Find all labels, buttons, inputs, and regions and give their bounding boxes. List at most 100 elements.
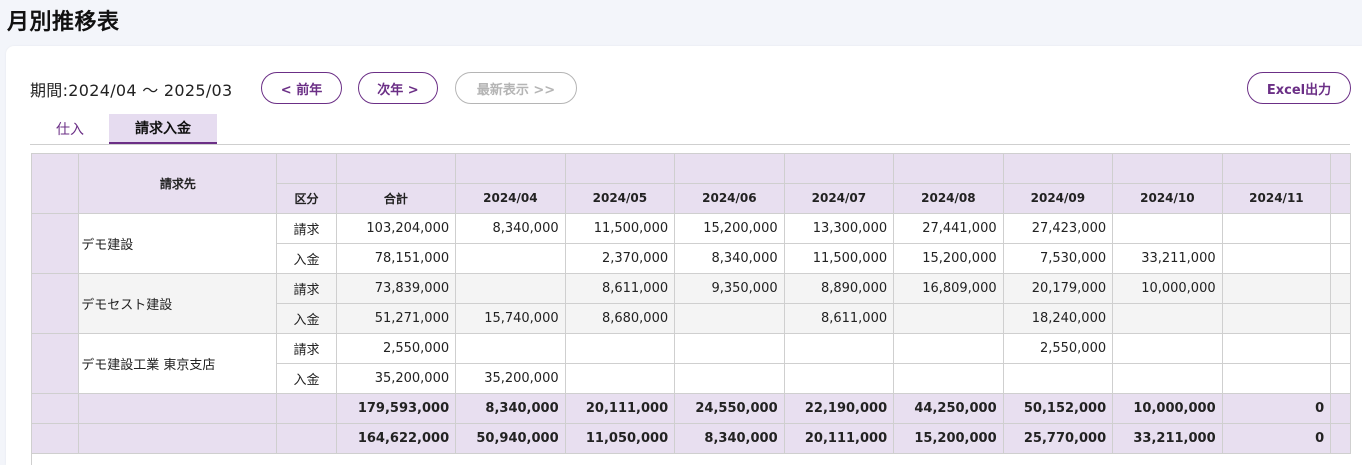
latest-display-button[interactable]: 最新表示 >> — [455, 72, 577, 104]
month-value-cell — [1112, 213, 1223, 244]
main-card: 期間:2024/04 ～ 2025/03 < 前年 次年 > 最新表示 >> E… — [6, 46, 1362, 465]
overflow-cell — [1330, 243, 1351, 274]
header-customer: 請求先 — [78, 154, 278, 214]
kubun-cell: 請求 — [276, 213, 337, 244]
month-value-cell: 15,740,000 — [455, 303, 566, 334]
totals-row: 179,593,000 8,340,000 20,111,000 24,550,000… — [32, 393, 1351, 424]
table-row: デモセスト建設 請求 73,839,000 8,611,000 9,350,000 8,8… — [32, 273, 1351, 334]
month-value-cell: 11,500,000 — [784, 243, 895, 274]
month-total-cell: 33,211,000 — [1112, 423, 1223, 454]
month-value-cell: 11,500,000 — [565, 213, 676, 244]
overflow-cell — [1330, 423, 1351, 454]
month-value-cell — [455, 333, 566, 364]
total-cell: 51,271,000 — [336, 303, 457, 334]
customer-name: デモセスト建設 — [78, 273, 278, 334]
total-cell: 78,151,000 — [336, 243, 457, 274]
month-total-cell: 8,340,000 — [455, 393, 566, 424]
month-value-cell: 2,550,000 — [1003, 333, 1114, 364]
month-total-cell: 15,200,000 — [893, 423, 1004, 454]
header-blank — [1003, 154, 1114, 184]
totals-row: 164,622,000 50,940,000 11,050,000 8,340,000… — [32, 423, 1351, 454]
tab-billing-payment[interactable]: 請求入金 — [109, 114, 217, 144]
month-value-cell — [1222, 303, 1332, 334]
kubun-cell: 請求 — [276, 333, 337, 364]
month-value-cell: 8,340,000 — [674, 243, 785, 274]
month-total-cell: 20,111,000 — [565, 393, 676, 424]
month-value-cell: 8,611,000 — [565, 273, 676, 304]
month-value-cell: 10,000,000 — [1112, 273, 1223, 304]
month-value-cell: 27,441,000 — [893, 213, 1004, 244]
month-value-cell — [893, 333, 1004, 364]
table-row: デモ建設工業 東京支店 請求 2,550,000 2,550,000 — [32, 333, 1351, 394]
header-lead-cell — [32, 154, 80, 214]
month-total-cell: 24,550,000 — [674, 393, 785, 424]
monthly-grid: 請求先 区分 合計 2024/04 2024/05 2024/06 2024/07 2024/… — [31, 153, 1351, 465]
total-cell: 2,550,000 — [336, 333, 457, 364]
month-total-cell: 20,111,000 — [784, 423, 895, 454]
month-value-cell: 27,423,000 — [1003, 213, 1114, 244]
month-value-cell: 9,350,000 — [674, 273, 785, 304]
month-value-cell — [1222, 243, 1332, 274]
header-blank — [1112, 154, 1223, 184]
month-value-cell: 8,611,000 — [784, 303, 895, 334]
table-row: 入金 78,151,000 2,370,000 8,340,000 11,500,000… — [32, 243, 1351, 274]
month-value-cell: 13,300,000 — [784, 213, 895, 244]
month-value-cell: 8,890,000 — [784, 273, 895, 304]
month-value-cell: 8,340,000 — [455, 213, 566, 244]
month-value-cell — [455, 243, 566, 274]
row-lead-cell — [32, 273, 80, 334]
month-value-cell — [674, 363, 785, 394]
totals-lead-cell — [32, 393, 80, 424]
row-lead-cell — [32, 333, 80, 394]
month-value-cell: 8,680,000 — [565, 303, 676, 334]
header-total: 合計 — [336, 183, 457, 214]
overflow-cell — [1330, 363, 1351, 394]
table-row: デモ建設 請求 103,204,000 8,340,000 11,500,000 15,2… — [32, 213, 1351, 274]
header-blank — [893, 154, 1004, 184]
header-row: 区分 合計 2024/04 2024/05 2024/06 2024/07 2024/08 2… — [32, 183, 1351, 214]
header-month: 2024/09 — [1003, 183, 1114, 214]
month-value-cell — [565, 333, 676, 364]
customer-name: デモ建設工業 東京支店 — [78, 333, 278, 394]
month-value-cell — [674, 303, 785, 334]
totals-lead-cell — [32, 423, 80, 454]
totals-blank-cell — [78, 393, 278, 424]
month-value-cell — [1222, 273, 1332, 304]
month-value-cell — [1003, 363, 1114, 394]
month-value-cell: 35,200,000 — [455, 363, 566, 394]
header-month: 2024/05 — [565, 183, 676, 214]
month-value-cell — [455, 273, 566, 304]
prev-year-button[interactable]: < 前年 — [261, 72, 342, 104]
grand-total-cell: 164,622,000 — [336, 423, 457, 454]
total-cell: 35,200,000 — [336, 363, 457, 394]
header-month: 2024/07 — [784, 183, 895, 214]
tab-bar: 仕入 請求入金 — [30, 112, 1350, 145]
month-value-cell: 2,370,000 — [565, 243, 676, 274]
month-total-cell: 44,250,000 — [893, 393, 1004, 424]
total-cell: 103,204,000 — [336, 213, 457, 244]
grand-total-cell: 179,593,000 — [336, 393, 457, 424]
month-total-cell: 0 — [1222, 423, 1332, 454]
month-value-cell: 15,200,000 — [674, 213, 785, 244]
month-value-cell: 18,240,000 — [1003, 303, 1114, 334]
totals-blank-cell — [78, 423, 278, 454]
month-value-cell — [1112, 303, 1223, 334]
month-value-cell: 20,179,000 — [1003, 273, 1114, 304]
header-blank — [1330, 154, 1351, 184]
table-row: 入金 35,200,000 35,200,000 — [32, 363, 1351, 394]
next-year-button[interactable]: 次年 > — [358, 72, 438, 104]
tab-purchase[interactable]: 仕入 — [56, 122, 84, 138]
kubun-cell: 請求 — [276, 273, 337, 304]
monthly-table: 請求先 区分 合計 2024/04 2024/05 2024/06 2024/07 2024/… — [32, 154, 1351, 454]
header-row-top: 請求先 — [32, 154, 1351, 214]
totals-blank-cell — [276, 423, 337, 454]
month-value-cell — [565, 363, 676, 394]
excel-export-button[interactable]: Excel出力 — [1247, 72, 1351, 104]
header-blank — [336, 154, 457, 184]
header-month: 2024/06 — [674, 183, 785, 214]
month-value-cell: 33,211,000 — [1112, 243, 1223, 274]
month-value-cell: 16,809,000 — [893, 273, 1004, 304]
header-month: 2024/11 — [1222, 183, 1332, 214]
overflow-cell — [1330, 333, 1351, 364]
header-blank — [276, 154, 337, 184]
